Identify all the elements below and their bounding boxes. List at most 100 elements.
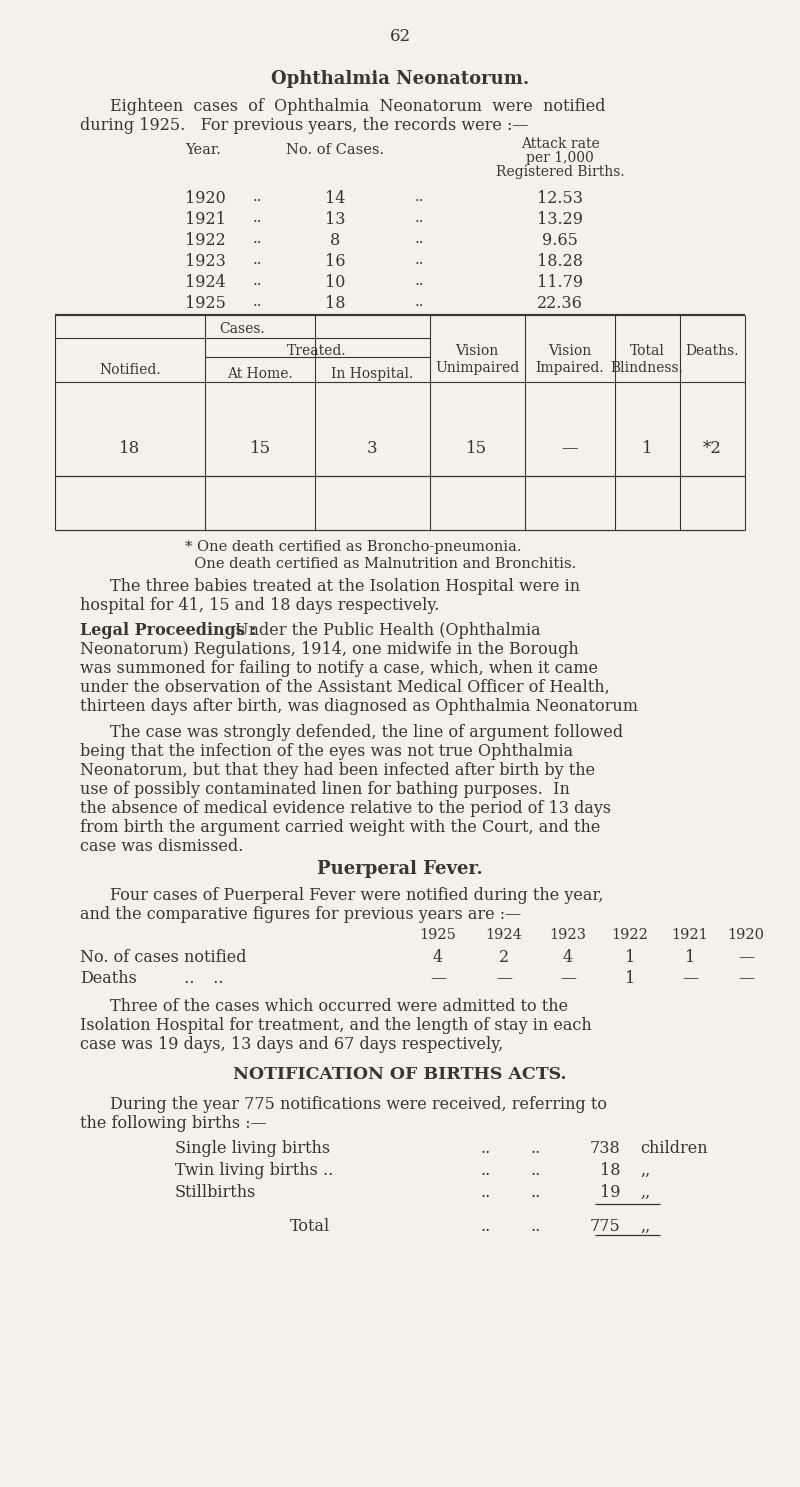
Text: 15: 15 [250, 440, 270, 457]
Text: 8: 8 [330, 232, 340, 248]
Text: Treated.: Treated. [287, 343, 347, 358]
Text: 1920: 1920 [727, 928, 765, 941]
Text: No. of Cases.: No. of Cases. [286, 143, 384, 158]
Text: 11.79: 11.79 [537, 274, 583, 291]
Text: Total
Blindness.: Total Blindness. [610, 343, 683, 375]
Text: 1924: 1924 [486, 928, 522, 941]
Text: Ophthalmia Neonatorum.: Ophthalmia Neonatorum. [271, 70, 529, 88]
Text: 14: 14 [325, 190, 345, 207]
Text: ..: .. [480, 1161, 490, 1179]
Text: Vision
Unimpaired: Vision Unimpaired [435, 343, 519, 375]
Text: 1922: 1922 [185, 232, 226, 248]
Text: 10: 10 [325, 274, 345, 291]
Text: ..: .. [253, 190, 262, 204]
Text: 1923: 1923 [550, 928, 586, 941]
Text: ..: .. [480, 1184, 490, 1201]
Text: Eighteen  cases  of  Ophthalmia  Neonatorum  were  notified: Eighteen cases of Ophthalmia Neonatorum … [110, 98, 606, 114]
Text: 775: 775 [590, 1218, 620, 1236]
Text: No. of cases notified: No. of cases notified [80, 949, 246, 967]
Text: Vision
Impaired.: Vision Impaired. [536, 343, 604, 375]
Text: The case was strongly defended, the line of argument followed: The case was strongly defended, the line… [110, 724, 623, 741]
Text: One death certified as Malnutrition and Bronchitis.: One death certified as Malnutrition and … [185, 558, 576, 571]
Text: 1925: 1925 [419, 928, 457, 941]
Text: ..: .. [480, 1141, 490, 1157]
Text: ..: .. [415, 253, 425, 268]
Text: 18: 18 [599, 1161, 620, 1179]
Text: children: children [640, 1141, 708, 1157]
Text: Single living births: Single living births [175, 1141, 330, 1157]
Text: Twin living births ..: Twin living births .. [175, 1161, 334, 1179]
Text: ..: .. [415, 190, 425, 204]
Text: 1921: 1921 [672, 928, 708, 941]
Text: 3: 3 [366, 440, 378, 457]
Text: ..: .. [415, 294, 425, 309]
Text: 22.36: 22.36 [537, 294, 583, 312]
Text: Cases.: Cases. [219, 323, 265, 336]
Text: 62: 62 [390, 28, 410, 45]
Text: 1: 1 [625, 970, 635, 987]
Text: 1920: 1920 [185, 190, 226, 207]
Text: 1922: 1922 [611, 928, 649, 941]
Text: ..: .. [253, 274, 262, 288]
Text: Deaths: Deaths [80, 970, 137, 987]
Text: Stillbirths: Stillbirths [175, 1184, 256, 1201]
Text: ..: .. [480, 1218, 490, 1236]
Text: was summoned for failing to notify a case, which, when it came: was summoned for failing to notify a cas… [80, 660, 598, 677]
Text: NOTIFICATION OF BIRTHS ACTS.: NOTIFICATION OF BIRTHS ACTS. [234, 1066, 566, 1083]
Text: 13.29: 13.29 [537, 211, 583, 228]
Text: Attack rate: Attack rate [521, 137, 599, 152]
Text: per 1,000: per 1,000 [526, 152, 594, 165]
Text: ..: .. [415, 232, 425, 245]
Text: 1924: 1924 [185, 274, 226, 291]
Text: case was dismissed.: case was dismissed. [80, 839, 243, 855]
Text: Notified.: Notified. [99, 363, 161, 378]
Text: 1: 1 [625, 949, 635, 967]
Text: thirteen days after birth, was diagnosed as Ophthalmia Neonatorum: thirteen days after birth, was diagnosed… [80, 697, 638, 715]
Text: Deaths.: Deaths. [686, 343, 738, 358]
Text: ..: .. [203, 970, 223, 987]
Text: Isolation Hospital for treatment, and the length of stay in each: Isolation Hospital for treatment, and th… [80, 1017, 592, 1033]
Text: ..: .. [530, 1161, 540, 1179]
Text: —: — [560, 970, 576, 987]
Text: the following births :—: the following births :— [80, 1115, 266, 1132]
Text: hospital for 41, 15 and 18 days respectively.: hospital for 41, 15 and 18 days respecti… [80, 596, 439, 614]
Text: ,,: ,, [640, 1161, 650, 1179]
Text: 1: 1 [685, 949, 695, 967]
Text: Neonatorum) Regulations, 1914, one midwife in the Borough: Neonatorum) Regulations, 1914, one midwi… [80, 641, 578, 659]
Text: Under the Public Health (Ophthalmia: Under the Public Health (Ophthalmia [230, 622, 541, 639]
Text: —: — [496, 970, 512, 987]
Text: 738: 738 [590, 1141, 620, 1157]
Text: 1921: 1921 [185, 211, 226, 228]
Text: ..: .. [415, 211, 425, 225]
Text: from birth the argument carried weight with the Court, and the: from birth the argument carried weight w… [80, 819, 600, 836]
Text: Legal Proceedings :: Legal Proceedings : [80, 622, 257, 639]
Text: ..: .. [415, 274, 425, 288]
Text: ..: .. [253, 294, 262, 309]
Text: 13: 13 [325, 211, 346, 228]
Text: 1923: 1923 [185, 253, 226, 271]
Text: The three babies treated at the Isolation Hospital were in: The three babies treated at the Isolatio… [110, 578, 580, 595]
Text: At Home.: At Home. [227, 367, 293, 381]
Text: In Hospital.: In Hospital. [331, 367, 413, 381]
Text: 2: 2 [499, 949, 509, 967]
Text: 16: 16 [325, 253, 346, 271]
Text: use of possibly contaminated linen for bathing purposes.  In: use of possibly contaminated linen for b… [80, 781, 570, 799]
Text: ..: .. [530, 1218, 540, 1236]
Text: during 1925.   For previous years, the records were :—: during 1925. For previous years, the rec… [80, 117, 529, 134]
Text: ,,: ,, [640, 1218, 650, 1236]
Text: 4: 4 [433, 949, 443, 967]
Text: * One death certified as Broncho-pneumonia.: * One death certified as Broncho-pneumon… [185, 540, 522, 555]
Text: —: — [430, 970, 446, 987]
Text: 1925: 1925 [185, 294, 226, 312]
Text: 9.65: 9.65 [542, 232, 578, 248]
Text: ..: .. [253, 253, 262, 268]
Text: ..: .. [530, 1184, 540, 1201]
Text: ,,: ,, [640, 1184, 650, 1201]
Text: —: — [682, 970, 698, 987]
Text: Four cases of Puerperal Fever were notified during the year,: Four cases of Puerperal Fever were notif… [110, 888, 603, 904]
Text: Total: Total [290, 1218, 330, 1236]
Text: —: — [738, 949, 754, 967]
Text: Registered Births.: Registered Births. [496, 165, 624, 178]
Text: 18: 18 [119, 440, 141, 457]
Text: Puerperal Fever.: Puerperal Fever. [317, 859, 483, 877]
